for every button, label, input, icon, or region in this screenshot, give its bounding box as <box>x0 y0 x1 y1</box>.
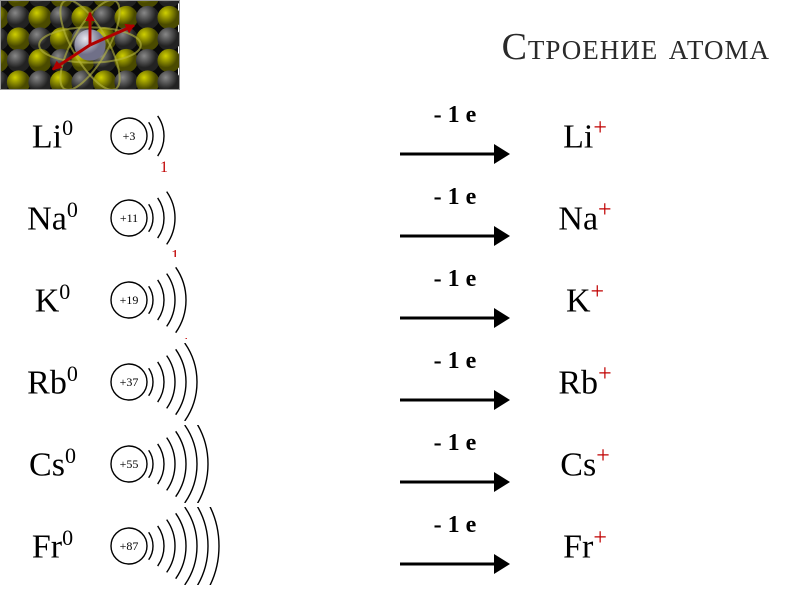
atom-diagram: +3 1 <box>105 97 395 175</box>
electron-loss-label: - 1 e <box>405 266 505 301</box>
svg-text:1: 1 <box>182 336 190 339</box>
electron-loss-label: - 1 e <box>405 348 505 383</box>
svg-text:+55: +55 <box>120 457 139 471</box>
element-row: Cs0 +551 - 1 e Cs+ <box>0 423 800 505</box>
neutral-symbol: Fr0 <box>0 525 105 566</box>
svg-text:1: 1 <box>160 159 168 175</box>
svg-text:+3: +3 <box>123 129 136 143</box>
neutral-symbol: Cs0 <box>0 443 105 484</box>
svg-text:+11: +11 <box>120 211 138 225</box>
atom-diagram: +871 <box>105 507 395 585</box>
atom-diagram: +371 <box>105 343 395 421</box>
atom-diagram: +551 <box>105 425 395 503</box>
ion-symbol: Fr+ <box>515 525 655 566</box>
arrow-icon <box>395 383 515 417</box>
svg-text:+37: +37 <box>120 375 139 389</box>
electron-loss-label: - 1 e <box>405 430 505 465</box>
element-row: Fr0 +871 - 1 e Fr+ <box>0 505 800 587</box>
neutral-symbol: Li0 <box>0 115 105 156</box>
arrow-icon <box>395 219 515 253</box>
atom-diagram: +11 1 <box>105 179 395 257</box>
ion-symbol: Li+ <box>515 115 655 156</box>
neutral-symbol: K0 <box>0 279 105 320</box>
neutral-symbol: Na0 <box>0 197 105 238</box>
arrow-icon <box>395 547 515 581</box>
atom-diagram: +19 1 <box>105 261 395 339</box>
arrow-icon <box>395 301 515 335</box>
arrow-icon <box>395 465 515 499</box>
element-rows: Li0 +3 1 - 1 e Li+ Na0 +11 1 - 1 e Na+ K0 … <box>0 95 800 587</box>
element-row: K0 +19 1 - 1 e K+ <box>0 259 800 341</box>
ion-symbol: Cs+ <box>515 443 655 484</box>
ion-symbol: Na+ <box>515 197 655 238</box>
svg-text:1: 1 <box>171 247 179 257</box>
page-title: Строение атома <box>502 25 770 69</box>
element-row: Rb0 +371 - 1 e Rb+ <box>0 341 800 423</box>
svg-text:+87: +87 <box>120 539 139 553</box>
arrow-icon <box>395 137 515 171</box>
element-row: Li0 +3 1 - 1 e Li+ <box>0 95 800 177</box>
electron-loss-label: - 1 e <box>405 102 505 137</box>
svg-text:+19: +19 <box>120 293 139 307</box>
neutral-symbol: Rb0 <box>0 361 105 402</box>
decor-image <box>0 0 180 90</box>
ion-symbol: K+ <box>515 279 655 320</box>
element-row: Na0 +11 1 - 1 e Na+ <box>0 177 800 259</box>
ion-symbol: Rb+ <box>515 361 655 402</box>
electron-loss-label: - 1 e <box>405 184 505 219</box>
electron-loss-label: - 1 e <box>405 512 505 547</box>
